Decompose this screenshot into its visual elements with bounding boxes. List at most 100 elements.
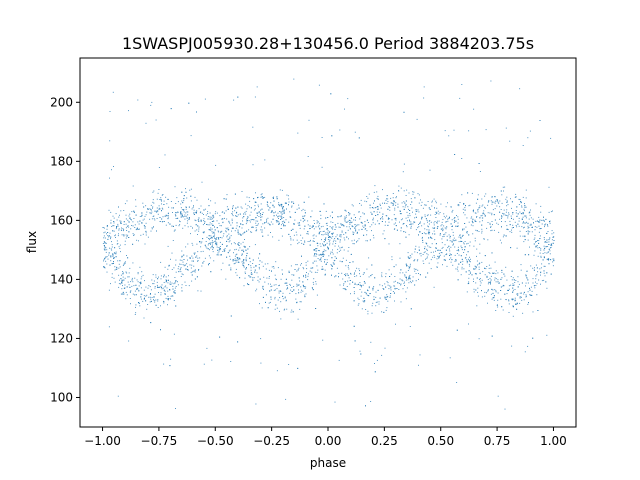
data-point — [524, 351, 526, 353]
data-point — [128, 237, 130, 238]
data-point — [293, 223, 295, 225]
data-point — [471, 216, 473, 218]
data-point — [127, 225, 129, 227]
data-point — [416, 210, 418, 212]
data-point — [235, 212, 237, 214]
data-point — [361, 285, 363, 287]
data-point — [479, 205, 481, 207]
data-point — [320, 214, 322, 216]
data-point — [433, 224, 435, 226]
data-point — [325, 223, 327, 225]
data-point — [323, 241, 325, 243]
data-point — [543, 257, 545, 259]
data-point — [200, 219, 202, 221]
data-point — [276, 370, 278, 372]
data-point — [379, 211, 381, 213]
data-point — [151, 228, 153, 230]
data-point — [376, 301, 378, 303]
data-point — [239, 247, 241, 249]
data-point — [384, 347, 386, 349]
data-point — [165, 285, 167, 287]
data-point — [372, 289, 374, 291]
data-point — [462, 260, 464, 262]
data-point — [522, 196, 524, 198]
data-point — [152, 191, 154, 193]
data-point — [249, 276, 251, 278]
data-point — [490, 281, 492, 283]
data-point — [488, 281, 490, 283]
data-point — [406, 277, 407, 279]
data-point — [172, 285, 174, 287]
data-point — [175, 408, 176, 409]
data-point — [491, 201, 493, 203]
data-point — [353, 232, 355, 234]
data-point — [418, 224, 419, 225]
data-point — [274, 289, 276, 291]
data-point — [531, 290, 533, 292]
data-point — [391, 259, 393, 261]
data-point — [473, 108, 475, 110]
data-point — [276, 307, 278, 309]
data-point — [162, 208, 164, 210]
data-point — [358, 299, 360, 300]
data-point — [534, 234, 536, 236]
data-point — [113, 217, 115, 219]
data-point — [226, 236, 228, 238]
data-point — [347, 266, 349, 268]
data-point — [549, 237, 551, 239]
data-point — [153, 300, 155, 302]
data-point — [426, 229, 428, 231]
data-point — [409, 280, 411, 282]
data-point — [123, 221, 125, 223]
data-point — [332, 235, 334, 237]
data-point — [526, 221, 527, 223]
data-point — [392, 202, 394, 204]
data-point — [174, 213, 176, 215]
data-point — [179, 220, 180, 222]
data-point — [251, 273, 253, 275]
data-point — [482, 212, 484, 214]
data-point — [502, 186, 504, 188]
data-point — [333, 239, 335, 241]
data-point — [467, 251, 469, 253]
data-point — [539, 238, 541, 240]
data-point — [231, 227, 233, 229]
data-point — [481, 205, 483, 207]
data-point — [434, 221, 436, 222]
data-point — [354, 283, 356, 285]
data-point — [279, 297, 281, 299]
data-point — [119, 244, 121, 246]
data-point — [381, 276, 383, 278]
data-point — [193, 270, 195, 272]
data-point — [382, 213, 384, 215]
data-point — [139, 305, 141, 307]
data-point — [225, 278, 227, 280]
data-point — [262, 265, 264, 267]
data-point — [152, 207, 153, 209]
data-point — [170, 258, 171, 260]
data-point — [250, 272, 252, 273]
data-point — [281, 269, 283, 271]
data-point — [465, 226, 467, 228]
data-point — [218, 254, 220, 256]
data-point — [261, 216, 263, 218]
data-point — [319, 243, 321, 245]
data-point — [344, 281, 346, 283]
data-point — [455, 260, 457, 262]
data-point — [505, 215, 507, 216]
data-point — [322, 243, 323, 245]
data-point — [339, 226, 341, 228]
data-point — [304, 215, 306, 217]
data-point — [229, 264, 231, 266]
data-point — [210, 229, 212, 231]
data-point — [518, 217, 520, 219]
data-point — [175, 212, 177, 213]
data-point — [161, 207, 163, 209]
data-point — [177, 268, 179, 270]
data-point — [468, 273, 470, 275]
data-point — [245, 260, 247, 262]
data-point — [544, 226, 545, 228]
data-point — [407, 216, 409, 218]
data-point — [365, 309, 367, 310]
data-point — [115, 251, 117, 253]
